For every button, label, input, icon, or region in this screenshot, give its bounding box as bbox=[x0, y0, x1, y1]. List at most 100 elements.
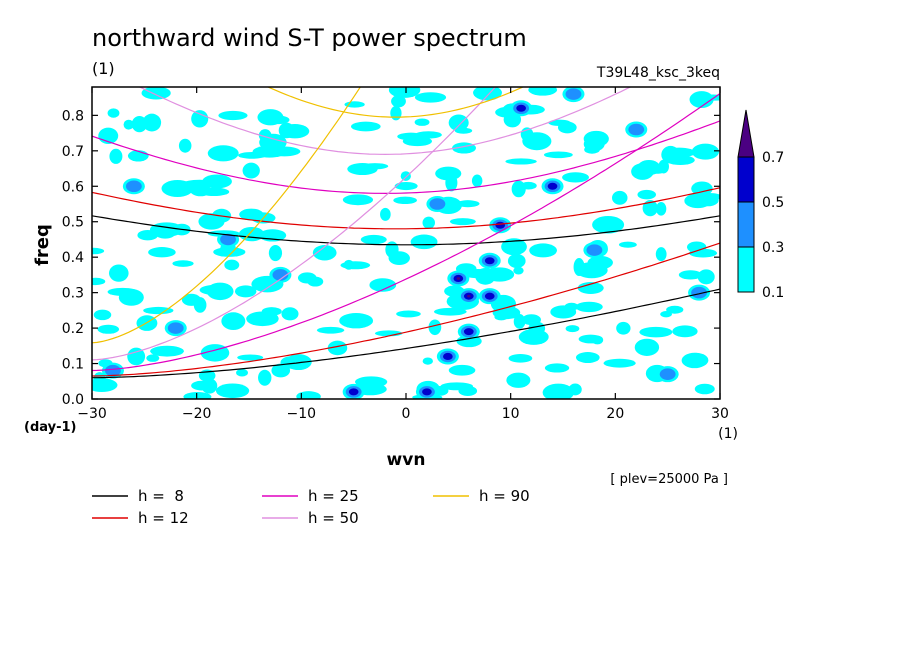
spectral-patch bbox=[410, 234, 438, 250]
spectral-patch bbox=[239, 208, 264, 221]
spectral-patch bbox=[191, 110, 209, 128]
spectral-patch bbox=[146, 354, 160, 362]
spectral-patch bbox=[562, 172, 589, 183]
colorbar-triangle bbox=[737, 109, 755, 158]
chart-title: northward wind S-T power spectrum bbox=[92, 24, 527, 52]
spectral-patch bbox=[206, 282, 234, 301]
spectral-patch bbox=[422, 216, 435, 229]
spectral-patch bbox=[456, 200, 480, 208]
spectral-patch bbox=[448, 364, 476, 376]
spectral-patch bbox=[520, 181, 537, 190]
spectral-peak bbox=[220, 233, 236, 246]
spectral-patch bbox=[458, 385, 478, 396]
spectral-patch bbox=[513, 314, 526, 329]
chart-subtitle-left: (1) bbox=[92, 59, 115, 78]
spectral-patch bbox=[603, 358, 636, 368]
spectral-peak bbox=[125, 180, 142, 193]
spectral-patch bbox=[422, 357, 433, 365]
y-tick-label: 0.6 bbox=[62, 179, 84, 195]
spectral-peak bbox=[547, 182, 558, 190]
spectral-patch bbox=[281, 307, 299, 321]
legend-label: h = 50 bbox=[308, 509, 359, 527]
spectral-patch bbox=[428, 319, 442, 336]
legend-label: h = 25 bbox=[308, 487, 359, 505]
colorbar-label: 0.1 bbox=[762, 285, 784, 301]
colorbar-segment bbox=[737, 201, 755, 248]
spectral-patch bbox=[655, 201, 667, 216]
spectral-patch bbox=[193, 297, 207, 313]
x-tick-label: 10 bbox=[502, 406, 520, 422]
spectral-patch bbox=[639, 326, 673, 338]
spectral-patch bbox=[665, 155, 695, 166]
spectral-patch bbox=[183, 392, 212, 399]
y-tick-label: 0.1 bbox=[62, 357, 84, 373]
y-unit-label: (day-1) bbox=[24, 420, 76, 435]
dispersion-curve-upper bbox=[92, 187, 720, 230]
y-axis-label: freq bbox=[32, 224, 53, 266]
spectral-patch bbox=[548, 119, 571, 127]
legend: h = 8 h = 12 h = 25 h = 50 h = 90 bbox=[92, 487, 530, 527]
spectral-patch bbox=[506, 372, 531, 388]
spectral-patch bbox=[449, 218, 476, 226]
spectral-patch bbox=[92, 277, 106, 286]
spectral-patch bbox=[280, 124, 310, 139]
spectral-patch bbox=[448, 114, 469, 131]
spectral-patch bbox=[361, 163, 389, 170]
colorbar-segment bbox=[737, 246, 755, 293]
spectral-patch bbox=[107, 287, 138, 296]
spectral-peak bbox=[484, 292, 495, 300]
spectral-patch bbox=[155, 228, 176, 239]
spectral-patch bbox=[246, 311, 279, 327]
spectral-patch bbox=[388, 251, 410, 266]
spectral-patch bbox=[513, 266, 524, 275]
spectral-peak bbox=[628, 123, 645, 136]
spectral-patch bbox=[529, 243, 557, 258]
spectral-patch bbox=[414, 118, 430, 126]
spectral-patch bbox=[505, 158, 537, 165]
spectral-patch bbox=[224, 259, 240, 271]
spectral-patch bbox=[550, 305, 577, 319]
spectral-patch bbox=[591, 335, 604, 345]
x-tick-label: 20 bbox=[606, 406, 624, 422]
legend-label: h = 8 bbox=[138, 487, 184, 505]
spectral-patch bbox=[258, 369, 272, 386]
spectral-patch bbox=[390, 105, 402, 121]
y-tick-label: 0.3 bbox=[62, 286, 84, 302]
spectral-patch bbox=[681, 352, 708, 369]
spectral-patch bbox=[343, 259, 354, 270]
spectral-patch bbox=[142, 113, 162, 132]
spectral-patch bbox=[475, 267, 496, 285]
spectral-patch bbox=[316, 326, 345, 334]
spectral-patch bbox=[198, 187, 230, 197]
spectral-patch bbox=[397, 132, 425, 141]
dispersion-curve-lower bbox=[92, 288, 720, 379]
spectral-peak bbox=[565, 88, 582, 100]
spectral-patch bbox=[131, 116, 148, 133]
spectral-patch bbox=[528, 321, 546, 336]
spectral-patch bbox=[191, 380, 213, 391]
spectral-patch bbox=[178, 138, 192, 153]
spectral-peak bbox=[443, 352, 453, 360]
spectral-patch bbox=[148, 247, 176, 258]
x-axis-label: wvn bbox=[387, 450, 426, 470]
spectral-patch bbox=[393, 196, 417, 205]
spectral-patch bbox=[507, 253, 526, 269]
spectral-patch bbox=[642, 199, 658, 217]
pressure-note: [ plev=25000 Pa ] bbox=[610, 472, 728, 487]
spectral-patch bbox=[616, 321, 631, 335]
spectral-patch bbox=[672, 325, 698, 338]
spectral-patch bbox=[141, 87, 171, 100]
spectral-patch bbox=[350, 121, 381, 132]
plot-area bbox=[91, 86, 721, 400]
dispersion-curve-upper bbox=[266, 87, 525, 118]
spectral-peak bbox=[659, 368, 676, 380]
spectral-patch bbox=[107, 108, 120, 118]
spectral-patch bbox=[391, 95, 406, 108]
spectral-peak bbox=[586, 244, 603, 256]
spectral-patch bbox=[238, 152, 267, 159]
colorbar-label: 0.5 bbox=[762, 195, 784, 211]
spectral-patch bbox=[109, 148, 123, 164]
spectral-peak bbox=[484, 257, 495, 265]
spectral-patch bbox=[150, 345, 184, 357]
y-tick-label: 0.8 bbox=[62, 108, 84, 124]
